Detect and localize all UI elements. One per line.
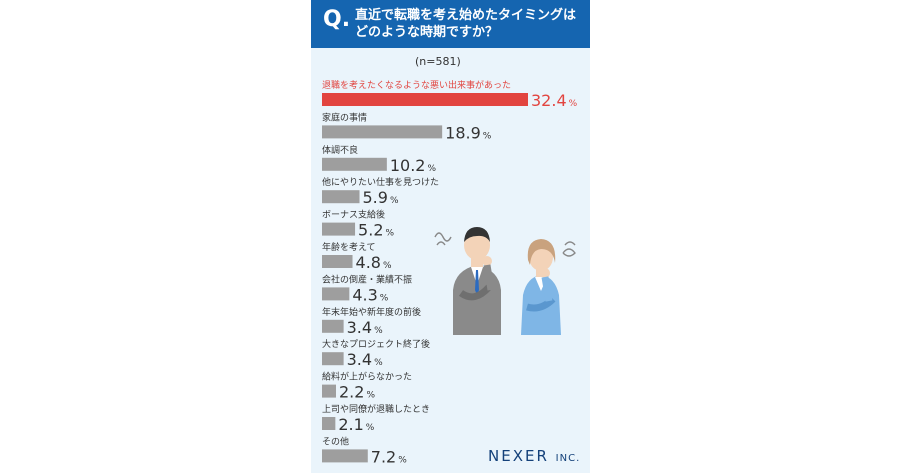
category-label: 退職を考えたくなるような悪い出来事があった xyxy=(322,79,511,91)
worry-swirl-right-icon xyxy=(562,241,576,257)
value-label: 10.2% xyxy=(390,156,437,175)
value-label: 3.4% xyxy=(347,318,383,337)
worried-people-illustration xyxy=(434,227,576,335)
bar xyxy=(322,352,344,366)
category-label: 年末年始や新年度の前後 xyxy=(322,306,421,318)
bar-chart: 退職を考えたくなるような悪い出来事があった 32.4 % 家庭の事情 18.9 % 体調不良… xyxy=(322,79,578,466)
category-label: 給料が上がらなかった xyxy=(322,371,412,383)
value-label: 4.8% xyxy=(356,253,392,272)
value-label: 18.9% xyxy=(445,123,492,142)
value-label: 3.4% xyxy=(347,350,383,369)
bar xyxy=(322,157,387,171)
category-label: その他 xyxy=(322,435,349,447)
brand-logo: NEXER INC. xyxy=(488,447,580,465)
woman-figure xyxy=(521,239,561,335)
value-label: 7.2% xyxy=(371,447,407,466)
category-label: 大きなプロジェクト終了後 xyxy=(322,338,430,350)
bar xyxy=(322,319,344,333)
category-label: 年齢を考えて xyxy=(322,241,376,253)
value-label: 2.1% xyxy=(338,415,374,434)
category-label: 体調不良 xyxy=(322,144,358,156)
category-label: 家庭の事情 xyxy=(322,111,367,123)
brand-name: NEXER xyxy=(488,447,549,465)
value-label: 5.2% xyxy=(358,221,394,240)
category-label: ボーナス支給後 xyxy=(322,209,385,221)
sample-size-label: (n=581) xyxy=(415,55,461,68)
bar xyxy=(322,287,350,301)
bar xyxy=(322,417,336,430)
man-figure xyxy=(453,227,501,335)
category-label: 上司や同僚が退職したとき xyxy=(322,403,430,415)
bar xyxy=(322,93,528,106)
value-label: 5.9% xyxy=(363,188,399,207)
chart-panel: Q. 直近で転職を考え始めたタイミングは どのような時期ですか？ (n=581)… xyxy=(311,0,590,473)
question-text: 直近で転職を考え始めたタイミングは どのような時期ですか？ xyxy=(355,8,577,40)
value-label: 2.2% xyxy=(339,383,375,402)
question-header: Q. 直近で転職を考え始めたタイミングは どのような時期ですか？ xyxy=(311,0,590,48)
worry-swirl-left-icon xyxy=(434,232,452,246)
value-label: 32.4% xyxy=(531,91,578,110)
brand-suffix: INC. xyxy=(555,453,581,464)
value-label: 4.3% xyxy=(352,285,388,304)
category-label: 会社の倒産・業績不振 xyxy=(322,273,412,285)
bar xyxy=(322,125,443,139)
bar xyxy=(322,255,353,268)
category-label: 他にやりたい仕事を見つけた xyxy=(322,176,439,188)
bar xyxy=(322,222,356,236)
bar xyxy=(322,190,360,204)
q-mark: Q. xyxy=(323,7,351,32)
bar xyxy=(322,449,368,463)
bar xyxy=(322,384,336,398)
